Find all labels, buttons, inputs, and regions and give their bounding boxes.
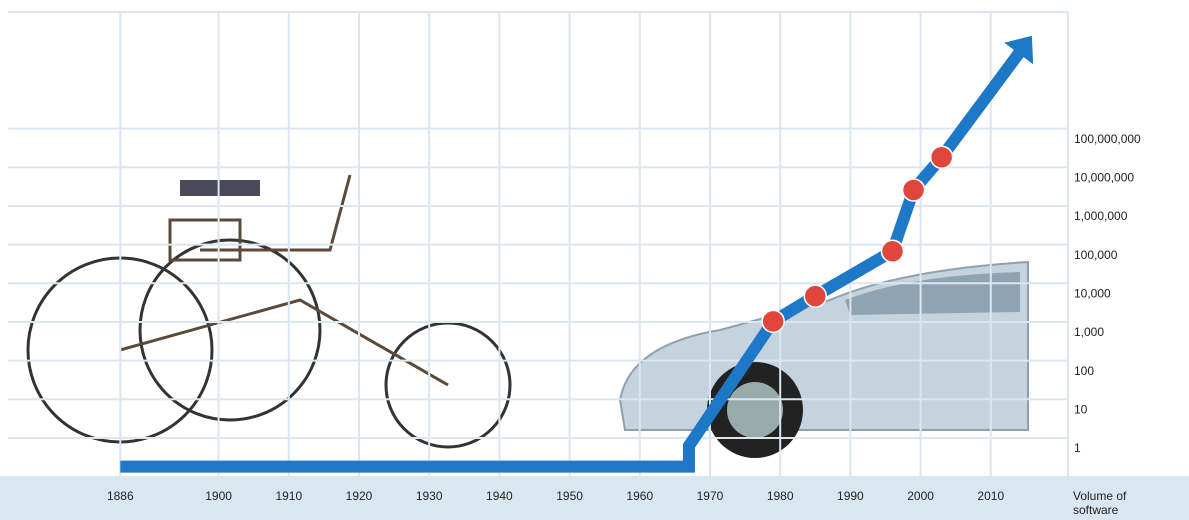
y-tick-label: 1,000,000 (1074, 209, 1128, 223)
y-tick-label: 100,000 (1074, 248, 1118, 262)
y-tick-label: 10,000 (1074, 286, 1111, 300)
y-tick-label: 100,000,000 (1074, 132, 1141, 146)
x-tick-label: 1886 (107, 489, 134, 503)
y-tick-label: 10,000,000 (1074, 170, 1134, 184)
x-tick-label: 1900 (205, 489, 232, 503)
y-tick-label: 10 (1074, 402, 1088, 416)
x-tick-label: 2010 (977, 489, 1004, 503)
x-tick-label: 1970 (697, 489, 724, 503)
old-car-illustration (28, 175, 510, 447)
x-tick-label: 1920 (346, 489, 373, 503)
x-tick-label: 1990 (837, 489, 864, 503)
y-tick-label: 1,000 (1074, 325, 1104, 339)
x-tick-label: 1910 (275, 489, 302, 503)
page: {"chart_data": {"type": "line", "y_label… (0, 0, 1189, 520)
data-point (903, 179, 925, 201)
data-point (882, 240, 904, 262)
axis-band (0, 476, 1189, 520)
x-tick-label: 2000 (907, 489, 934, 503)
y-tick-label: 100 (1074, 364, 1094, 378)
x-tick-label: 1950 (556, 489, 583, 503)
x-tick-label: 1980 (767, 489, 794, 503)
x-tick-label: 1940 (486, 489, 513, 503)
y-axis-label: Volume of software (1073, 489, 1145, 517)
data-point (804, 285, 826, 307)
data-point (762, 310, 784, 332)
chart: 1 10 100 1,000 10,000 100,000 1,000,000 10,000,… (0, 0, 1189, 520)
data-point (931, 146, 953, 168)
x-tick-label: 1930 (416, 489, 443, 503)
x-tick-label: 1960 (626, 489, 653, 503)
y-tick-label: 1 (1074, 441, 1081, 455)
